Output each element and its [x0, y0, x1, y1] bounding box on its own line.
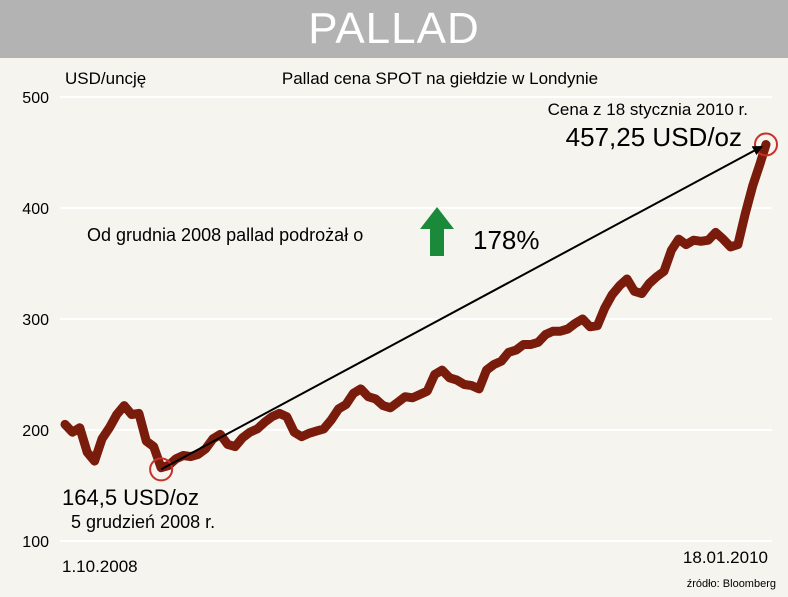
x-axis-end-label: 18.01.2010: [683, 548, 768, 567]
y-tick-label: 300: [22, 312, 49, 329]
y-axis-label: USD/uncję: [65, 69, 146, 88]
end-price-marker: [754, 132, 778, 157]
x-axis-start-label: 1.10.2008: [62, 557, 138, 576]
start-date-annotation: 5 grudzień 2008 r.: [71, 512, 215, 532]
gain-percent: 178%: [473, 225, 540, 255]
price-series-line: [60, 140, 771, 473]
page-title: PALLAD: [308, 4, 480, 53]
y-axis-ticks: 100 200 300 400 500: [22, 90, 49, 551]
y-tick-label: 200: [22, 423, 49, 440]
start-price-annotation: 164,5 USD/oz: [62, 485, 199, 510]
chart-title: Pallad cena SPOT na giełdzie w Londynie: [282, 69, 598, 88]
gain-text: Od grudnia 2008 pallad podrożał o: [87, 225, 363, 245]
y-tick-label: 400: [22, 201, 49, 218]
source-note: źródło: Bloomberg: [687, 578, 776, 590]
y-tick-label: 100: [22, 534, 49, 551]
up-arrow-icon: [420, 207, 454, 256]
end-date-annotation: Cena z 18 stycznia 2010 r.: [548, 100, 748, 119]
end-price-annotation: 457,25 USD/oz: [566, 122, 742, 152]
header-banner: PALLAD: [0, 0, 788, 58]
y-tick-label: 500: [22, 90, 49, 107]
trend-arrow: [160, 145, 763, 471]
chart-grid: [60, 96, 772, 542]
start-price-marker: [149, 457, 174, 482]
